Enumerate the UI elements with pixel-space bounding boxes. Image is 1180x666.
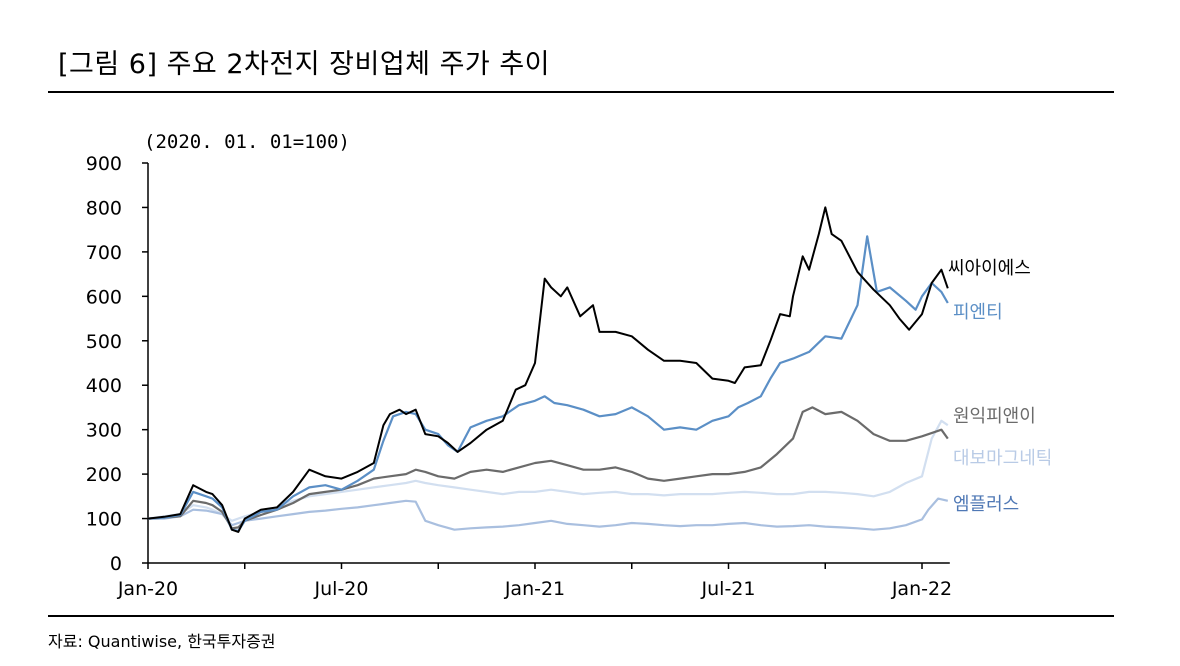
series-line-1 [147,235,949,533]
legend-label-4: 엠플러스 [953,494,1019,515]
legend-label-1: 피엔티 [953,302,1003,323]
series-line-0 [147,206,949,533]
y-tick-label: 600 [86,286,122,308]
y-tick-label: 0 [110,553,122,575]
y-tick-label: 900 [86,153,122,175]
y-tick-label: 700 [86,242,122,264]
series-line-3 [147,419,949,522]
x-tick-label: Jul-21 [701,578,756,600]
y-tick-label: 800 [86,197,122,219]
plot-area: 0 100 200 300 400 500 600 700 800 900 Jan-20 Jul-20… [86,153,1053,600]
x-tick-label: Jan-20 [117,578,178,600]
legend-label-3: 대보마그네틱 [953,448,1052,469]
x-tick-label: Jan-21 [504,578,565,600]
y-tick-label: 300 [86,420,122,442]
figure-title: [그림 6] 주요 2차전지 장비업체 주가 추이 [58,49,551,80]
x-tick-label: Jul-20 [314,578,369,600]
y-tick-label: 400 [86,375,122,397]
y-tick-label: 100 [86,509,122,531]
series-line-4 [148,497,949,531]
y-tick-label: 200 [86,464,122,486]
source-divider [48,615,1114,617]
x-tick-label: Jan-22 [891,578,952,600]
legend-label-2: 원익피앤이 [953,406,1036,427]
y-axis-unit-label: (2020. 01. 01=100) [144,131,350,153]
title-divider [48,91,1114,93]
source-note: 자료: Quantiwise, 한국투자증권 [48,632,276,651]
legend-label-0: 씨아이에스 [948,258,1031,279]
y-tick-label: 500 [86,331,122,353]
